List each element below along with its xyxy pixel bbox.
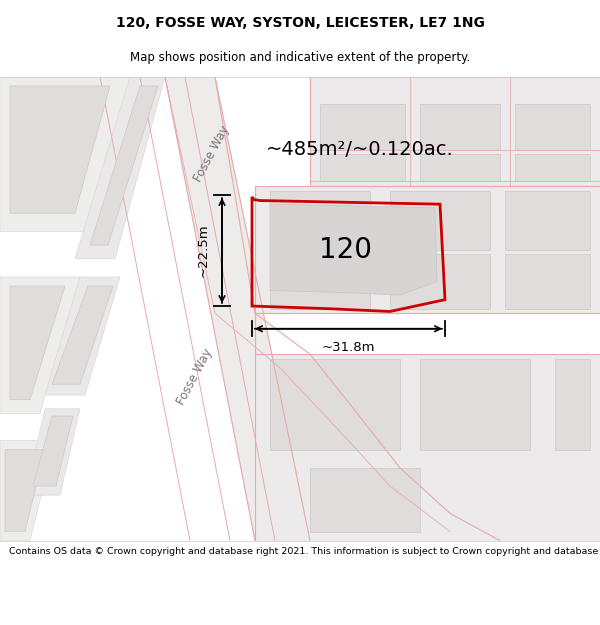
Polygon shape (45, 277, 120, 395)
Polygon shape (310, 468, 420, 531)
Text: Fosse Way: Fosse Way (192, 124, 232, 184)
Polygon shape (0, 277, 80, 413)
Polygon shape (420, 359, 530, 450)
Text: Map shows position and indicative extent of the property.: Map shows position and indicative extent… (130, 51, 470, 64)
Polygon shape (320, 104, 405, 149)
Polygon shape (75, 77, 165, 259)
Polygon shape (270, 359, 400, 450)
Polygon shape (10, 286, 65, 399)
Polygon shape (33, 416, 73, 486)
Polygon shape (255, 354, 600, 541)
Polygon shape (310, 77, 600, 186)
Polygon shape (25, 409, 80, 495)
Polygon shape (5, 450, 45, 531)
Polygon shape (270, 254, 370, 309)
Polygon shape (390, 191, 490, 249)
Polygon shape (505, 191, 590, 249)
Polygon shape (390, 254, 490, 309)
Text: Contains OS data © Crown copyright and database right 2021. This information is : Contains OS data © Crown copyright and d… (9, 548, 600, 556)
Polygon shape (505, 254, 590, 309)
Polygon shape (0, 441, 55, 541)
Polygon shape (270, 191, 370, 249)
Polygon shape (515, 104, 590, 149)
Polygon shape (320, 154, 405, 181)
Text: ~22.5m: ~22.5m (197, 224, 210, 278)
Polygon shape (420, 104, 500, 149)
Polygon shape (10, 86, 110, 213)
Text: ~31.8m: ~31.8m (322, 341, 375, 354)
Polygon shape (165, 77, 310, 541)
Text: 120: 120 (319, 236, 371, 264)
Text: ~485m²/~0.120ac.: ~485m²/~0.120ac. (266, 140, 454, 159)
Text: Fosse Way: Fosse Way (175, 347, 215, 408)
Polygon shape (90, 86, 158, 245)
Text: 120, FOSSE WAY, SYSTON, LEICESTER, LE7 1NG: 120, FOSSE WAY, SYSTON, LEICESTER, LE7 1… (116, 16, 484, 30)
Polygon shape (52, 286, 113, 384)
Polygon shape (555, 359, 590, 450)
Polygon shape (0, 77, 130, 231)
Polygon shape (270, 204, 437, 295)
Polygon shape (420, 154, 500, 181)
Polygon shape (515, 154, 590, 181)
Polygon shape (255, 186, 600, 313)
